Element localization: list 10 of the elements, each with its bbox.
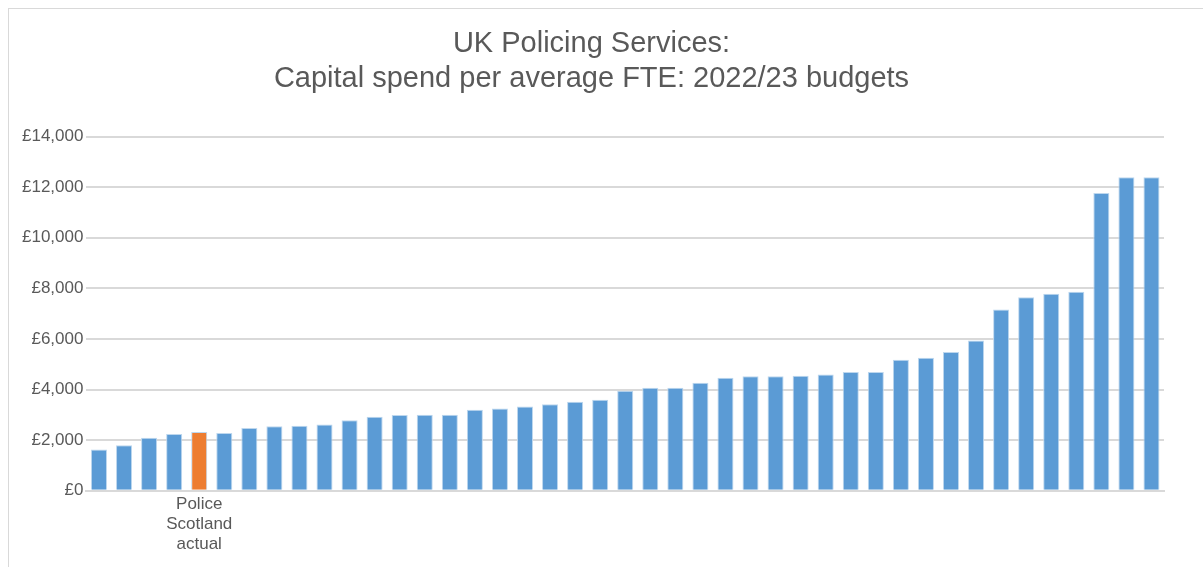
chart-title: UK Policing Services: Capital spend per average FTE: 2022/23 budgets bbox=[273, 26, 910, 94]
y-tick-label: £14,000 bbox=[22, 126, 84, 146]
y-tick-label: £0 bbox=[64, 480, 84, 500]
y-tick-label: £4,000 bbox=[31, 379, 84, 399]
y-tick-label: £8,000 bbox=[31, 278, 84, 298]
x-tick-label: Police Scotland actual bbox=[166, 493, 233, 554]
y-tick-label: £6,000 bbox=[31, 328, 84, 348]
y-tick-label: £10,000 bbox=[22, 227, 84, 247]
y-tick-label: £2,000 bbox=[31, 429, 84, 449]
y-tick-label: £12,000 bbox=[22, 176, 84, 196]
